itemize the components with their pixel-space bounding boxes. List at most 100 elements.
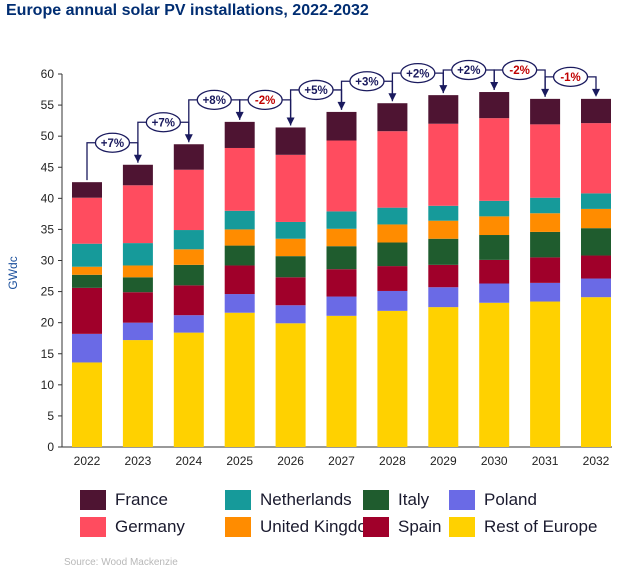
bar-segment-germany [326, 140, 357, 212]
legend-item-united-kingdom: United Kingdom [225, 516, 381, 538]
bar-segment-germany [173, 169, 204, 231]
growth-label: +7% [152, 117, 175, 129]
bar-segment-italy [326, 246, 357, 270]
bar-segment-netherlands [428, 205, 459, 221]
bar-segment-spain [581, 255, 611, 279]
bar-segment-germany [530, 124, 561, 198]
x-tick-label: 2032 [583, 454, 610, 468]
bar-segment-germany [72, 197, 102, 244]
growth-bubble [502, 59, 538, 81]
legend-label: Poland [484, 490, 537, 509]
bar-segment-rest-of-europe [377, 310, 408, 447]
bar-segment-united-kingdom [530, 213, 561, 232]
bar-segment-netherlands [72, 243, 102, 267]
legend-swatch [80, 490, 106, 510]
growth-label: +7% [101, 138, 124, 150]
bar-segment-germany [581, 123, 611, 194]
x-tick-label: 2030 [481, 454, 508, 468]
bar-segment-france [479, 92, 510, 119]
bar-segment-italy [72, 274, 102, 288]
bar-segment-united-kingdom [72, 266, 102, 275]
legend-item-spain: Spain [363, 516, 441, 538]
bar-segment-spain [428, 264, 459, 288]
bar-segment-united-kingdom [275, 238, 306, 257]
bar-segment-france [377, 103, 408, 132]
bar-segment-france [530, 98, 561, 125]
bar-segment-netherlands [122, 243, 153, 266]
bar-segment-poland [428, 287, 459, 308]
bar-segment-italy [377, 242, 408, 267]
source-note: Source: Wood Mackenzie [64, 557, 178, 568]
legend-item-netherlands: Netherlands [225, 489, 352, 511]
bar-segment-spain [326, 269, 357, 297]
bar-segment-rest-of-europe [122, 340, 153, 447]
growth-bubble [451, 59, 487, 81]
bar-segment-united-kingdom [173, 249, 204, 265]
legend-swatch [449, 490, 475, 510]
y-tick-label: 45 [41, 160, 55, 174]
bar-segment-italy [428, 238, 459, 265]
growth-label: +2% [406, 68, 429, 80]
chart-bars [72, 92, 611, 447]
growth-label: +5% [304, 85, 327, 97]
bar-segment-united-kingdom [224, 229, 255, 246]
legend-item-france: France [80, 489, 168, 511]
bar-segment-united-kingdom [479, 216, 510, 236]
y-tick-label: 15 [41, 347, 55, 361]
bar-segment-france [326, 111, 357, 141]
bar-segment-italy [479, 235, 510, 260]
legend-swatch [225, 517, 251, 537]
bar-segment-france [275, 127, 306, 155]
bar-segment-united-kingdom [581, 208, 611, 229]
y-tick-label: 25 [41, 285, 55, 299]
legend-item-poland: Poland [449, 489, 537, 511]
legend-swatch [363, 490, 389, 510]
bar-segment-poland [326, 296, 357, 316]
bar-segment-poland [173, 315, 204, 333]
y-tick-label: 50 [41, 129, 55, 143]
bar-segment-germany [479, 118, 510, 201]
bar-segment-italy [581, 228, 611, 256]
bar-segment-spain [479, 259, 510, 284]
bar-segment-spain [72, 287, 102, 334]
y-tick-label: 60 [41, 67, 55, 81]
bar-segment-rest-of-europe [530, 301, 561, 447]
bar-segment-germany [428, 123, 459, 206]
growth-bubble [247, 89, 283, 111]
bar-segment-france [428, 95, 459, 124]
legend-item-germany: Germany [80, 516, 185, 538]
legend-item-rest-of-europe: Rest of Europe [449, 516, 597, 538]
legend-item-italy: Italy [363, 489, 429, 511]
bar-segment-france [224, 121, 255, 148]
x-tick-label: 2029 [430, 454, 457, 468]
bar-segment-rest-of-europe [428, 307, 459, 447]
growth-bubble [552, 66, 589, 88]
bar-segment-poland [72, 333, 102, 363]
bar-segment-rest-of-europe [173, 332, 204, 447]
bar-segment-poland [530, 282, 561, 302]
x-tick-label: 2024 [175, 454, 202, 468]
y-tick-label: 55 [41, 98, 55, 112]
bar-segment-rest-of-europe [224, 312, 255, 447]
y-tick-label: 20 [41, 316, 55, 330]
bar-segment-germany [224, 147, 255, 211]
bar-segment-spain [530, 257, 561, 283]
bar-segment-poland [581, 278, 611, 298]
growth-label: +2% [457, 65, 480, 77]
legend-label: Rest of Europe [484, 517, 598, 536]
bar-segment-united-kingdom [377, 224, 408, 243]
bar-segment-netherlands [581, 193, 611, 209]
x-tick-label: 2023 [125, 454, 152, 468]
bar-segment-spain [224, 265, 255, 295]
x-tick-label: 2025 [226, 454, 253, 468]
legend-swatch [449, 517, 475, 537]
bar-segment-france [122, 164, 153, 186]
bar-segment-spain [377, 266, 408, 291]
bar-segment-italy [530, 231, 561, 258]
legend-label: Netherlands [260, 490, 352, 509]
legend-swatch [80, 517, 106, 537]
x-tick-label: 2027 [328, 454, 355, 468]
legend-label: Spain [398, 517, 442, 536]
x-tick-label: 2031 [532, 454, 559, 468]
bar-segment-rest-of-europe [326, 315, 357, 447]
